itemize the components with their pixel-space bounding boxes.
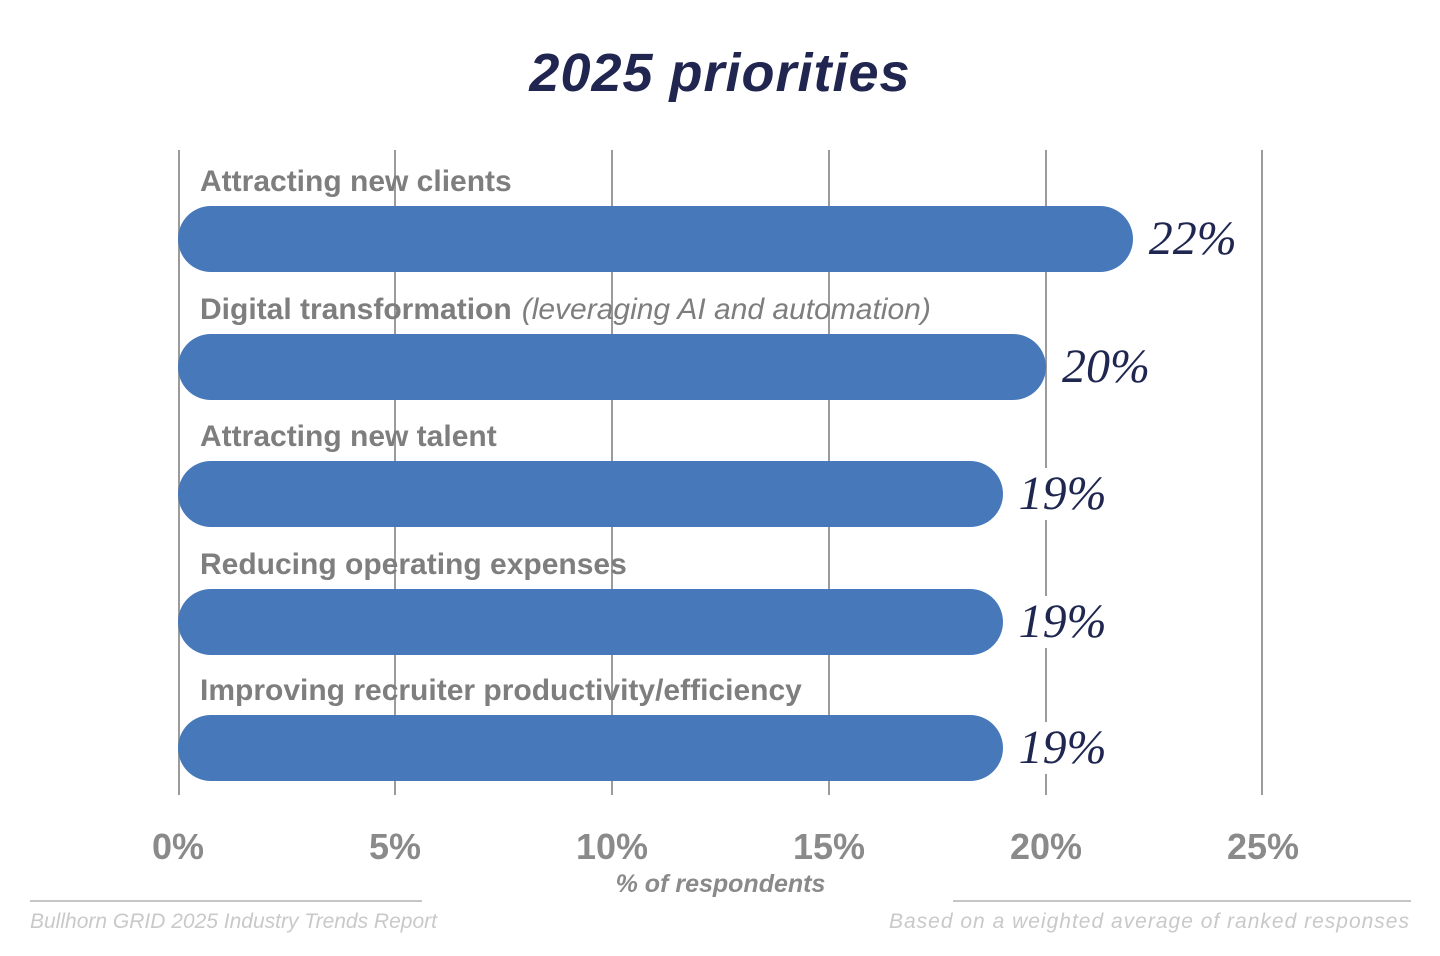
- value-label: 20%: [1056, 341, 1156, 393]
- category-label-text: Attracting new clients: [200, 165, 512, 198]
- bar: [178, 461, 1003, 527]
- category-label: Improving recruiter productivity/efficie…: [200, 673, 1263, 709]
- bar-row: Attracting new clients 22%: [178, 164, 1263, 272]
- category-label-text: Improving recruiter productivity/efficie…: [200, 674, 802, 707]
- category-label: Attracting new clients: [200, 164, 1263, 200]
- footer-divider-right: [953, 900, 1411, 902]
- category-label: Digital transformation (leveraging AI and…: [200, 292, 1263, 328]
- bar: [178, 334, 1046, 400]
- category-label-text: Attracting new talent: [200, 420, 497, 453]
- footer-divider-left: [30, 900, 422, 902]
- value-label: 22%: [1142, 213, 1243, 265]
- bar-row: Improving recruiter productivity/efficie…: [178, 673, 1263, 781]
- methodology-note: Based on a weighted average of ranked re…: [889, 910, 1410, 933]
- bar: [178, 589, 1003, 655]
- gridline-25pct: [1261, 150, 1263, 795]
- bar-row: Reducing operating expenses 19%: [178, 547, 1263, 655]
- bar-line: 19%: [178, 589, 1263, 655]
- x-axis-label: % of respondents: [615, 870, 826, 898]
- x-axis-ticks: 0% 5% 10% 15% 20% 25%: [152, 826, 1299, 867]
- bar-line: 19%: [178, 715, 1263, 781]
- category-label: Reducing operating expenses: [200, 547, 1263, 583]
- gridline-0pct: [178, 150, 180, 795]
- bar: [178, 206, 1133, 272]
- value-label: 19%: [1012, 596, 1113, 648]
- x-tick: 10%: [575, 826, 649, 867]
- plot-area: Attracting new clients 22% Digital trans…: [178, 150, 1263, 795]
- value-label: 19%: [1012, 722, 1113, 774]
- x-tick: 5%: [368, 826, 422, 867]
- bar: [178, 715, 1003, 781]
- chart-title: 2025 priorities: [529, 43, 911, 103]
- bar-line: 22%: [178, 206, 1263, 272]
- value-label: 19%: [1012, 468, 1113, 520]
- bar-line: 19%: [178, 461, 1263, 527]
- category-label-text: Reducing operating expenses: [200, 548, 627, 581]
- x-tick: 25%: [1226, 826, 1300, 867]
- x-tick: 20%: [1009, 826, 1083, 867]
- bar-row: Attracting new talent 19%: [178, 419, 1263, 527]
- category-label-note: (leveraging AI and automation): [521, 293, 931, 326]
- category-label: Attracting new talent: [200, 419, 1263, 455]
- source-note: Bullhorn GRID 2025 Industry Trends Repor…: [30, 910, 437, 933]
- x-tick: 0%: [151, 826, 205, 867]
- x-tick: 15%: [792, 826, 866, 867]
- bar-row: Digital transformation (leveraging AI and…: [178, 292, 1263, 400]
- bar-line: 20%: [178, 334, 1263, 400]
- category-label-text: Digital transformation: [200, 293, 512, 326]
